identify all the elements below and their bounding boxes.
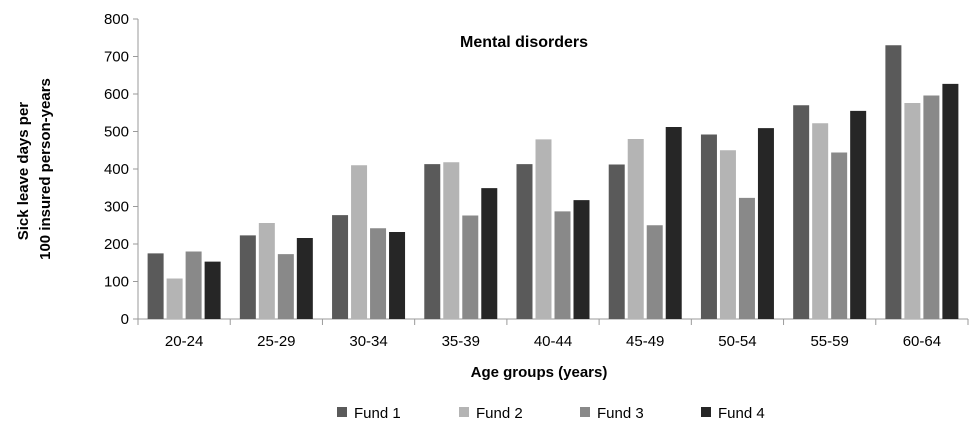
y-tick-label: 100 [104,274,129,291]
plot-area: 0 100 200 300 400 500 600 700 800 20-24 25-29 30-34… [104,11,969,350]
bar-fund-2-55-59 [812,123,829,319]
x-tick-label: 35-39 [442,333,480,350]
bar-fund-3-45-49 [646,225,663,319]
bar-fund-3-40-44 [554,211,571,319]
bar-fund-1-25-29 [239,235,256,319]
legend-swatch-1 [337,407,347,417]
bar-fund-4-45-49 [665,127,682,319]
x-tick-label: 40-44 [534,333,572,350]
bar-fund-1-30-34 [332,215,349,319]
bar-fund-4-60-64 [942,83,959,319]
bar-fund-2-35-39 [443,162,460,319]
x-tick-label: 50-54 [718,333,756,350]
bar-fund-1-35-39 [424,164,441,319]
bar-fund-4-40-44 [573,200,590,319]
bar-fund-4-35-39 [481,188,498,319]
bar-fund-2-20-24 [166,278,183,319]
bar-fund-2-45-49 [627,139,644,319]
legend-label-1: Fund 1 [354,405,401,422]
x-tick-label: 60-64 [903,333,941,350]
x-tick-label: 20-24 [165,333,203,350]
bar-fund-3-50-54 [738,197,755,319]
legend-label-3: Fund 3 [597,405,644,422]
legend-label-2: Fund 2 [476,405,523,422]
bar-fund-2-40-44 [535,139,552,319]
bar-fund-1-55-59 [793,105,810,319]
bar-fund-3-30-34 [370,228,387,319]
bar-fund-4-25-29 [296,238,313,319]
x-tick-label: 55-59 [810,333,848,350]
bar-fund-3-20-24 [185,251,202,319]
y-tick-label: 800 [104,11,129,28]
legend-swatch-4 [701,407,711,417]
y-axis-title-line-2: 100 insured person-years [37,78,54,260]
bar-fund-1-20-24 [147,253,164,319]
y-tick-label: 700 [104,49,129,66]
y-axis-title-line-1: Sick leave days per [15,102,32,241]
bar-fund-4-30-34 [389,232,406,319]
y-tick-label: 200 [104,236,129,253]
y-axis-title: Sick leave days per 100 insured person-y… [15,78,54,260]
bar-fund-3-60-64 [923,95,940,319]
y-tick-label: 0 [121,311,129,328]
x-tick-label: 45-49 [626,333,664,350]
y-tick-label: 600 [104,86,129,103]
legend-swatch-3 [580,407,590,417]
y-tick-label: 500 [104,124,129,141]
bar-fund-3-35-39 [462,215,479,319]
bar-fund-2-60-64 [904,103,921,319]
y-tick-label: 400 [104,161,129,178]
bar-fund-1-50-54 [700,134,717,319]
x-tick-label: 30-34 [349,333,387,350]
legend: Fund 1 Fund 2 Fund 3 Fund 4 [337,405,765,422]
bar-fund-4-20-24 [204,261,221,319]
legend-label-4: Fund 4 [718,405,765,422]
bar-fund-2-50-54 [719,150,736,319]
chart-title: Mental disorders [460,34,588,51]
bar-fund-4-50-54 [757,128,774,319]
bar-fund-3-25-29 [277,254,294,319]
bar-fund-2-30-34 [351,165,368,319]
x-axis-title: Age groups (years) [471,364,608,381]
bar-fund-2-25-29 [258,223,275,319]
x-tick-label: 25-29 [257,333,295,350]
y-tick-label: 300 [104,199,129,216]
bar-fund-4-55-59 [850,110,867,319]
legend-swatch-2 [459,407,469,417]
bar-fund-1-45-49 [608,164,625,319]
bar-fund-1-40-44 [516,164,533,319]
bar-fund-1-60-64 [885,45,902,319]
bar-fund-3-55-59 [831,152,848,319]
